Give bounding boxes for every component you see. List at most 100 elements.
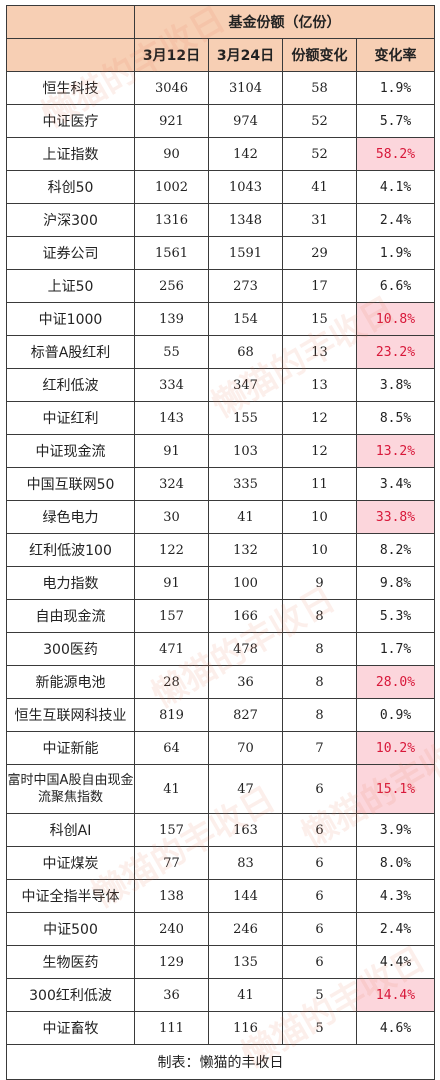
row-mar24-value: 273 — [208, 269, 283, 303]
table-row: 300医药 471 478 8 1.7% — [6, 632, 435, 666]
row-rate-value: 8.0% — [356, 846, 435, 880]
row-name: 沪深300 — [6, 203, 135, 237]
row-mar24-value: 478 — [208, 632, 283, 666]
row-mar12-value: 256 — [134, 269, 209, 303]
row-mar12-value: 138 — [134, 879, 209, 913]
row-mar12-value: 139 — [134, 302, 209, 336]
row-name: 恒生科技 — [6, 71, 135, 105]
row-name: 中证畜牧 — [6, 1011, 135, 1045]
table-row: 中证煤炭 77 83 6 8.0% — [6, 846, 435, 880]
row-mar24-value: 142 — [208, 137, 283, 171]
row-rate-value: 4.4% — [356, 945, 435, 979]
row-rate-value: 3.9% — [356, 813, 435, 847]
row-mar12-value: 91 — [134, 566, 209, 600]
row-rate-value: 2.4% — [356, 912, 435, 946]
table-row: 红利低波 334 347 13 3.8% — [6, 368, 435, 402]
row-mar24-value: 100 — [208, 566, 283, 600]
table-row: 中证红利 143 155 12 8.5% — [6, 401, 435, 435]
row-mar12-value: 1561 — [134, 236, 209, 270]
table-row: 300红利低波 36 41 5 14.4% — [6, 978, 435, 1012]
table-header: 基金份额（亿份） 3月12日 3月24日 份额变化 变化率 — [6, 5, 435, 72]
row-mar12-value: 3046 — [134, 71, 209, 105]
row-change-value: 6 — [282, 912, 357, 946]
row-name: 恒生互联网科技业 — [6, 698, 135, 732]
row-name: 中证500 — [6, 912, 135, 946]
row-name: 生物医药 — [6, 945, 135, 979]
row-rate-value: 5.7% — [356, 104, 435, 138]
row-rate-value: 58.2% — [356, 137, 435, 171]
corner-cell — [6, 5, 135, 39]
row-mar12-value: 55 — [134, 335, 209, 369]
row-name: 电力指数 — [6, 566, 135, 600]
row-change-value: 12 — [282, 401, 357, 435]
row-mar12-value: 921 — [134, 104, 209, 138]
row-mar24-value: 132 — [208, 533, 283, 567]
row-change-value: 15 — [282, 302, 357, 336]
row-mar24-value: 83 — [208, 846, 283, 880]
row-name: 富时中国A股自由现金流聚焦指数 — [6, 764, 135, 814]
row-change-value: 11 — [282, 467, 357, 501]
row-mar12-value: 30 — [134, 500, 209, 534]
row-mar24-value: 47 — [208, 764, 283, 814]
row-mar12-value: 122 — [134, 533, 209, 567]
row-change-value: 12 — [282, 434, 357, 468]
table-row: 中证医疗 921 974 52 5.7% — [6, 104, 435, 138]
row-mar12-value: 157 — [134, 599, 209, 633]
row-change-value: 41 — [282, 170, 357, 204]
table-row: 中国互联网50 324 335 11 3.4% — [6, 467, 435, 501]
row-mar24-value: 1591 — [208, 236, 283, 270]
row-rate-value: 8.2% — [356, 533, 435, 567]
row-change-value: 8 — [282, 698, 357, 732]
table-row: 绿色电力 30 41 10 33.8% — [6, 500, 435, 534]
row-mar24-value: 41 — [208, 500, 283, 534]
row-rate-value: 13.2% — [356, 434, 435, 468]
row-mar24-value: 1348 — [208, 203, 283, 237]
row-mar12-value: 334 — [134, 368, 209, 402]
row-rate-value: 0.9% — [356, 698, 435, 732]
row-rate-value: 4.1% — [356, 170, 435, 204]
row-rate-value: 15.1% — [356, 764, 435, 814]
row-mar12-value: 64 — [134, 731, 209, 765]
row-mar24-value: 3104 — [208, 71, 283, 105]
table-row: 恒生科技 3046 3104 58 1.9% — [6, 71, 435, 105]
row-mar24-value: 155 — [208, 401, 283, 435]
table-row: 红利低波100 122 132 10 8.2% — [6, 533, 435, 567]
row-mar24-value: 347 — [208, 368, 283, 402]
column-header-mar24: 3月24日 — [208, 38, 283, 72]
row-mar12-value: 324 — [134, 467, 209, 501]
row-change-value: 29 — [282, 236, 357, 270]
row-mar12-value: 819 — [134, 698, 209, 732]
row-mar12-value: 41 — [134, 764, 209, 814]
row-rate-value: 3.8% — [356, 368, 435, 402]
row-rate-value: 5.3% — [356, 599, 435, 633]
row-change-value: 10 — [282, 500, 357, 534]
row-rate-value: 1.9% — [356, 71, 435, 105]
row-change-value: 52 — [282, 137, 357, 171]
row-rate-value: 8.5% — [356, 401, 435, 435]
table-row: 中证1000 139 154 15 10.8% — [6, 302, 435, 336]
fund-share-table: 基金份额（亿份） 3月12日 3月24日 份额变化 变化率 恒生科技 3046 31… — [6, 5, 435, 1080]
row-change-value: 6 — [282, 879, 357, 913]
row-mar12-value: 1002 — [134, 170, 209, 204]
row-name: 标普A股红利 — [6, 335, 135, 369]
row-change-value: 6 — [282, 846, 357, 880]
row-mar24-value: 827 — [208, 698, 283, 732]
row-change-value: 10 — [282, 533, 357, 567]
row-mar24-value: 166 — [208, 599, 283, 633]
group-title: 基金份额（亿份） — [134, 5, 435, 39]
row-rate-value: 2.4% — [356, 203, 435, 237]
row-rate-value: 4.6% — [356, 1011, 435, 1045]
row-mar24-value: 36 — [208, 665, 283, 699]
row-mar24-value: 68 — [208, 335, 283, 369]
row-name: 中证1000 — [6, 302, 135, 336]
row-mar24-value: 974 — [208, 104, 283, 138]
row-rate-value: 28.0% — [356, 665, 435, 699]
row-mar12-value: 129 — [134, 945, 209, 979]
column-header-mar12: 3月12日 — [134, 38, 209, 72]
row-name: 中证新能 — [6, 731, 135, 765]
row-mar12-value: 157 — [134, 813, 209, 847]
row-name: 300红利低波 — [6, 978, 135, 1012]
row-mar24-value: 116 — [208, 1011, 283, 1045]
row-mar24-value: 41 — [208, 978, 283, 1012]
row-mar12-value: 28 — [134, 665, 209, 699]
